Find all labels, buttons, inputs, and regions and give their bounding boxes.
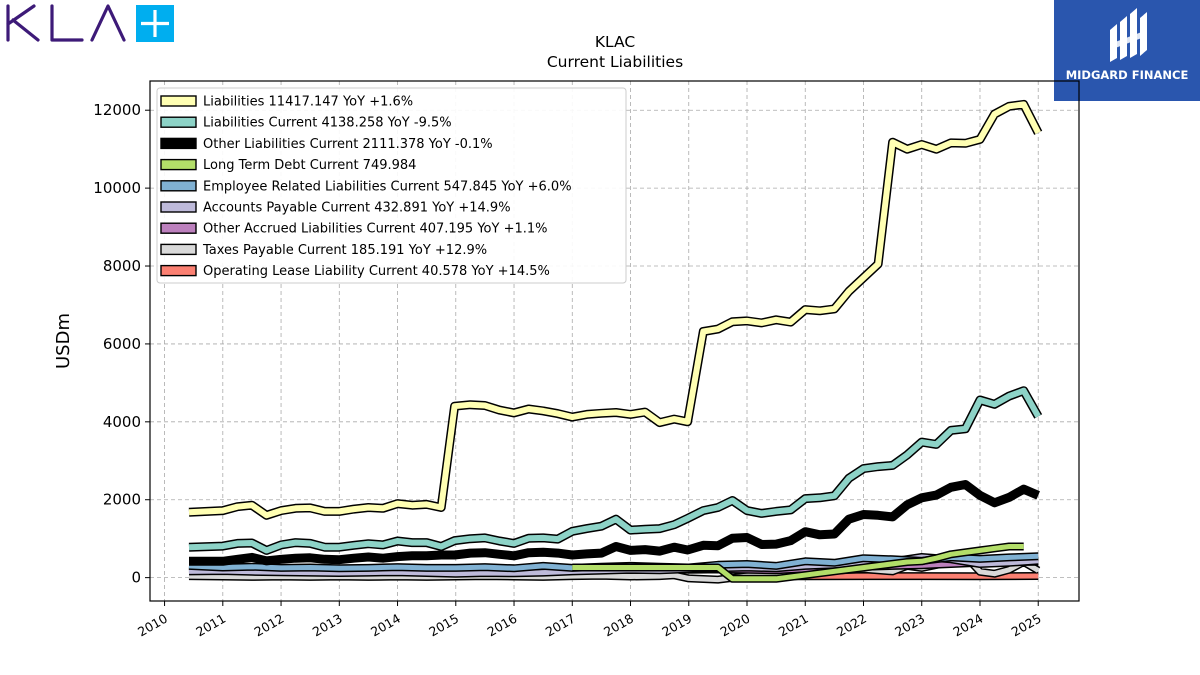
series-liabilities-current bbox=[188, 386, 1043, 555]
legend-entry-label: Taxes Payable Current 185.191 YoY +12.9% bbox=[202, 243, 487, 258]
legend-swatch bbox=[160, 222, 197, 234]
y-tick-label: 6000 bbox=[103, 335, 141, 353]
series-long-term-debt-current bbox=[572, 542, 1024, 583]
x-tick-label: 2013 bbox=[310, 611, 345, 640]
x-tick-label: 2020 bbox=[717, 611, 752, 640]
x-tick-label: 2011 bbox=[193, 611, 228, 640]
y-tick-label: 0 bbox=[131, 569, 141, 587]
legend-swatch bbox=[160, 264, 197, 277]
x-axis-ticks: 2010 2011 2012 2013 2014 2015 2016 2017 2018 2019… bbox=[135, 601, 1044, 640]
x-tick-label: 2014 bbox=[368, 611, 403, 640]
x-tick-label: 2025 bbox=[1009, 611, 1044, 640]
legend-swatch bbox=[160, 180, 197, 192]
chart-title: KLAC bbox=[595, 33, 635, 51]
x-tick-label: 2023 bbox=[892, 611, 927, 640]
y-tick-label: 4000 bbox=[103, 413, 141, 431]
x-tick-label: 2012 bbox=[251, 611, 286, 640]
legend-swatch bbox=[160, 116, 197, 128]
series-line bbox=[189, 480, 1040, 566]
y-axis-label: USDm bbox=[53, 313, 74, 369]
y-tick-label: 8000 bbox=[103, 257, 141, 275]
legend-swatch bbox=[160, 158, 197, 171]
x-tick-label: 2019 bbox=[659, 611, 694, 640]
legend: Liabilities 11417.147 YoY +1.6% Liabiliti… bbox=[156, 87, 627, 284]
y-axis-ticks: 0 2000 4000 6000 8000 10000 12000 bbox=[93, 101, 150, 587]
legend-entry-label: Liabilities 11417.147 YoY +1.6% bbox=[203, 95, 413, 110]
legend-swatch bbox=[160, 201, 197, 213]
series-line bbox=[572, 544, 1024, 582]
legend-swatch bbox=[160, 243, 197, 256]
midgard-emblem-icon bbox=[1110, 8, 1147, 62]
midgard-brand-name: MIDGARD FINANCE bbox=[1065, 68, 1189, 82]
chart-subtitle: Current Liabilities bbox=[547, 53, 683, 71]
x-tick-label: 2016 bbox=[484, 611, 519, 640]
kla-logo bbox=[6, 4, 174, 42]
legend-swatch bbox=[160, 137, 197, 150]
kla-wordmark bbox=[6, 4, 126, 42]
x-tick-label: 2021 bbox=[776, 611, 811, 640]
x-tick-label: 2018 bbox=[601, 611, 636, 640]
series-liabilities bbox=[188, 99, 1043, 520]
x-tick-label: 2022 bbox=[834, 611, 869, 640]
x-tick-label: 2017 bbox=[543, 611, 578, 640]
series-other-liabilities-current bbox=[189, 480, 1040, 566]
kla-plus-icon bbox=[136, 5, 174, 42]
x-tick-label: 2015 bbox=[426, 611, 461, 640]
series-line bbox=[188, 387, 1041, 554]
midgard-finance-logo: MIDGARD FINANCE bbox=[1054, 0, 1200, 101]
legend-entry-label: Other Accrued Liabilities Current 407.19… bbox=[203, 222, 548, 237]
legend-entry-label: Long Term Debt Current 749.984 bbox=[203, 158, 416, 173]
y-tick-label: 12000 bbox=[93, 101, 141, 119]
series-lines bbox=[188, 99, 1043, 584]
legend-entry-label: Liabilities Current 4138.258 YoY -9.5% bbox=[203, 116, 452, 131]
plot-frame bbox=[149, 80, 1080, 602]
legend-entry-label: Other Liabilities Current 2111.378 YoY -… bbox=[203, 137, 493, 152]
legend-entry-label: Accounts Payable Current 432.891 YoY +14… bbox=[203, 201, 511, 216]
legend-box bbox=[156, 87, 627, 284]
series-line bbox=[188, 101, 1041, 519]
x-tick-label: 2024 bbox=[950, 611, 985, 640]
y-tick-label: 2000 bbox=[103, 491, 141, 509]
x-tick-label: 2010 bbox=[135, 611, 170, 640]
y-tick-label: 10000 bbox=[93, 179, 141, 197]
legend-swatch bbox=[160, 95, 197, 107]
legend-entry-label: Operating Lease Liability Current 40.578… bbox=[203, 264, 550, 279]
legend-entry-label: Employee Related Liabilities Current 547… bbox=[203, 179, 572, 194]
